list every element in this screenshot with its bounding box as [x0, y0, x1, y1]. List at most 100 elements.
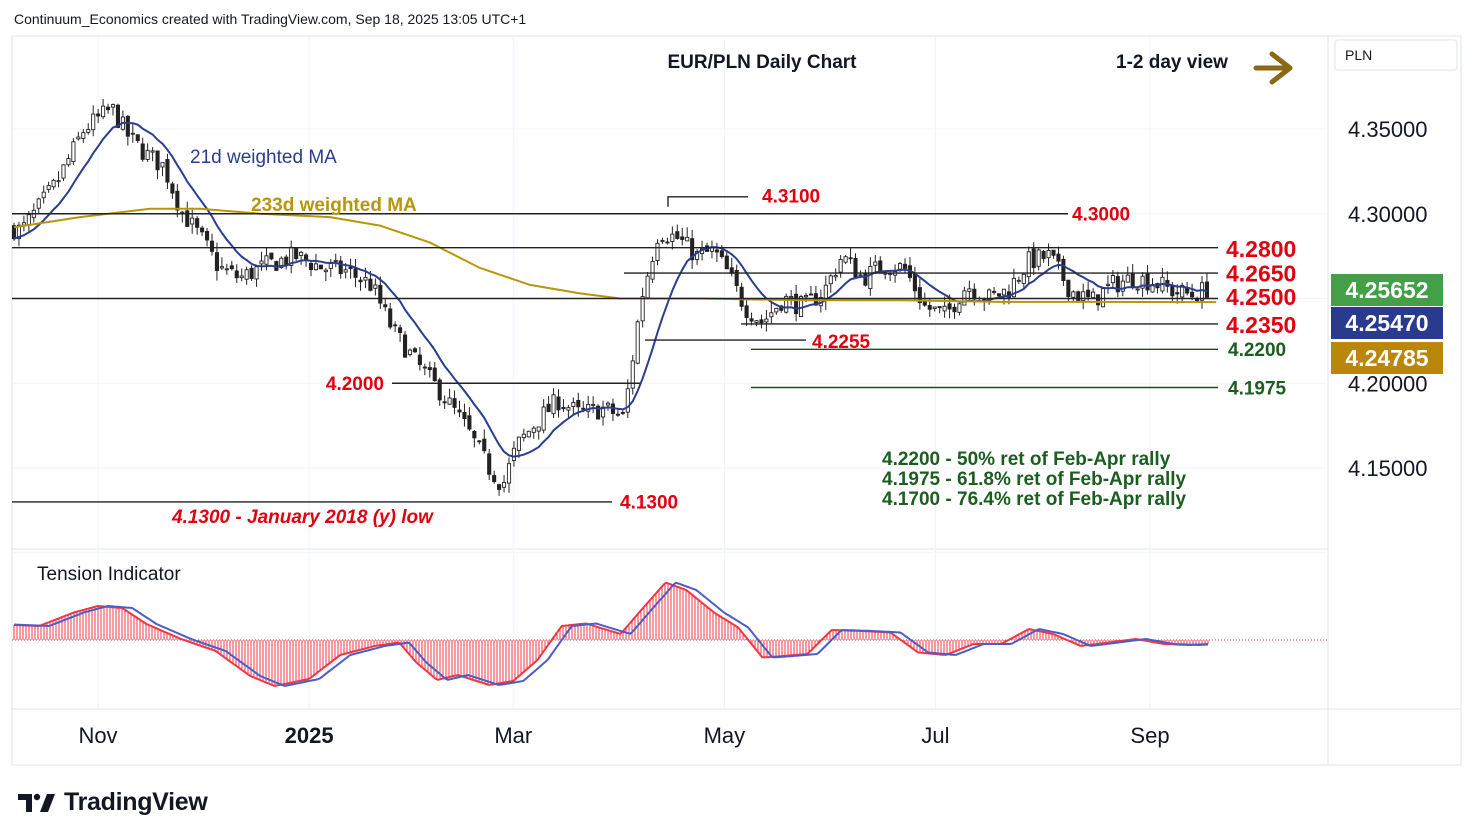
- oscillator-main-line: [13, 581, 1209, 687]
- candle-body: [328, 262, 333, 269]
- arrow-right-icon: [1253, 51, 1293, 85]
- candle-body: [229, 265, 234, 270]
- candle-body: [1135, 288, 1140, 291]
- candle-body: [1115, 276, 1120, 293]
- candle-body: [190, 217, 195, 225]
- candle-body: [506, 463, 512, 484]
- candle-body: [1086, 289, 1091, 298]
- candle-body: [135, 134, 140, 142]
- candle-body: [596, 405, 601, 420]
- candle-body: [898, 263, 903, 270]
- candle-body: [774, 307, 779, 313]
- candle-body: [927, 305, 932, 310]
- level-label: 4.2200: [1228, 340, 1286, 361]
- candle-body: [789, 296, 794, 299]
- candle-body: [685, 236, 690, 242]
- candle-body: [343, 269, 348, 273]
- candle-body: [175, 190, 180, 211]
- level-label: 4.2650: [1226, 260, 1296, 286]
- x-tick-label: May: [704, 723, 746, 748]
- candle-body: [1170, 285, 1175, 297]
- tradingview-logo[interactable]: TradingView: [16, 788, 208, 817]
- candle-body: [323, 269, 328, 273]
- candle-body: [1145, 273, 1150, 291]
- x-tick-label: 2025: [285, 723, 334, 748]
- candle-body: [714, 249, 719, 253]
- candle-body: [170, 183, 175, 194]
- candle-body: [719, 250, 724, 257]
- candle-body: [1026, 251, 1031, 278]
- y-tick-label: 4.30000: [1348, 202, 1428, 227]
- price-tag-label: 4.25470: [1345, 310, 1428, 336]
- candle-body: [734, 269, 739, 286]
- tradingview-logo-icon: [18, 793, 55, 812]
- candle-body: [26, 214, 31, 225]
- candle-body: [195, 218, 200, 228]
- candle-body: [180, 211, 185, 214]
- candle-body: [1021, 273, 1026, 284]
- candle-body: [234, 270, 239, 279]
- candle-body: [581, 407, 586, 410]
- annotation-retracement: 4.2200 - 50% ret of Feb-Apr rally: [882, 449, 1171, 470]
- candle-body: [422, 366, 427, 369]
- level-label: 4.2255: [812, 332, 871, 353]
- candle-body: [526, 430, 531, 438]
- candle-body: [101, 105, 106, 118]
- candle-body: [264, 255, 269, 265]
- ma233-label: 233d weighted MA: [251, 195, 417, 216]
- candle-body: [1046, 250, 1051, 259]
- candle-body: [739, 286, 744, 307]
- candle-body: [1180, 284, 1185, 298]
- candle-body: [442, 401, 447, 404]
- candle-body: [1190, 291, 1195, 298]
- candle-body: [86, 128, 91, 133]
- candle-body: [244, 269, 249, 280]
- candle-body: [680, 236, 685, 240]
- candle-body: [521, 433, 526, 439]
- candle-body: [1056, 253, 1061, 262]
- candle-body: [571, 402, 576, 407]
- chart-header: Continuum_Economics created with Trading…: [14, 11, 527, 27]
- y-tick-label: 4.15000: [1348, 456, 1428, 481]
- candle-body: [155, 150, 160, 171]
- candle-body: [878, 260, 883, 272]
- candle-body: [407, 349, 413, 355]
- candle-body: [749, 318, 754, 322]
- candle-body: [769, 312, 774, 318]
- candle-body: [249, 267, 254, 279]
- candle-body: [690, 238, 695, 261]
- candle-body: [36, 198, 41, 209]
- candle-body: [744, 305, 749, 318]
- level-label: 4.1300: [620, 493, 678, 514]
- candle-body: [61, 164, 66, 179]
- candle-body: [76, 136, 81, 140]
- level-label: 4.2500: [1226, 284, 1296, 310]
- candle-body: [200, 227, 205, 233]
- candle-body: [130, 132, 135, 135]
- candle-body: [56, 180, 61, 183]
- candle-body: [1140, 275, 1145, 289]
- candle-body: [353, 268, 358, 278]
- candle-body: [224, 268, 229, 271]
- candle-body: [91, 113, 96, 131]
- candle-body: [497, 484, 502, 490]
- candle-body: [942, 305, 947, 312]
- candle-body: [363, 276, 368, 281]
- candle-body: [1071, 291, 1076, 298]
- candle-body: [561, 406, 566, 410]
- candle-body: [1081, 291, 1086, 301]
- tradingview-logo-text: TradingView: [64, 788, 208, 816]
- candle-body: [957, 303, 962, 313]
- candle-body: [105, 106, 111, 111]
- candle-body: [269, 252, 274, 260]
- candle-body: [51, 179, 56, 188]
- oscillator-title: Tension Indicator: [37, 564, 181, 585]
- candle-body: [502, 481, 507, 488]
- candle-body: [947, 303, 952, 310]
- chart-title: EUR/PLN Daily Chart: [668, 52, 858, 73]
- candle-body: [1100, 288, 1106, 308]
- candle-body: [383, 304, 388, 308]
- candle-body: [398, 327, 403, 333]
- price-tag: [1331, 307, 1443, 339]
